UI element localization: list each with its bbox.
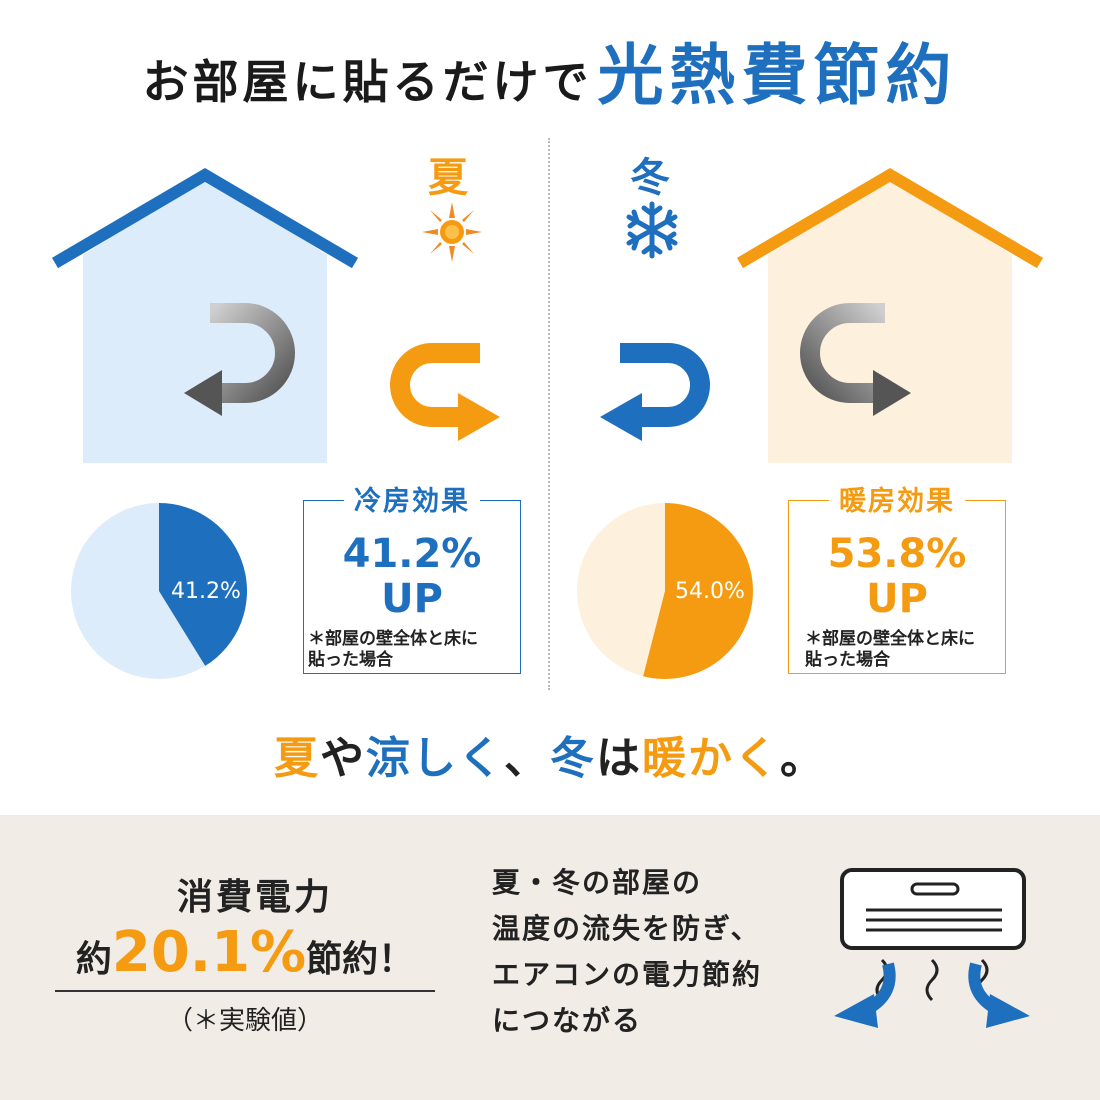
blue-u-arrow [600,343,710,441]
power-title: 消費電力 [176,877,333,918]
summer-house [51,168,359,463]
slogan: 夏や涼しく、冬は暖かく。 [0,722,1100,786]
slogan-summer: 夏 [274,733,320,784]
air-conditioner-icon [834,868,1030,1028]
headline: お部屋に貼るだけで 光熱費節約 [0,22,1100,118]
slogan-warm: 暖かく [642,733,780,784]
slogan-part2: や [320,733,366,784]
cooling-effect-title: 冷房効果 [344,486,480,517]
cooling-effect-box: 冷房効果 41.2% UP ＊部屋の壁全体と床に 貼った場合 [303,486,521,674]
orange-u-arrow [390,343,500,441]
description-line3: エアコンの電力節約 [492,958,763,991]
cooling-effect-value: 41.2% [342,531,482,577]
heating-effect-value: 53.8% [827,531,967,577]
snowflake-icon [626,201,678,259]
heating-effect-title: 暖房効果 [829,486,965,517]
winter-pie-slice [643,503,753,679]
power-suffix: 節約！ [306,939,415,980]
winter-house [736,168,1044,463]
slogan-part6: は [596,733,642,784]
cooling-note-line2: 貼った場合 [308,650,393,670]
winter-pie-label: 54.0% [675,579,745,604]
center-divider [548,138,550,690]
cooling-note: ＊部屋の壁全体と床に 貼った場合 [304,629,520,671]
description-line4: につながる [492,1004,643,1037]
slogan-period: 。 [780,733,826,784]
power-saving-line: 約20.1%節約！ [55,920,435,985]
slogan-winter: 冬 [550,733,596,784]
summer-pie-slice [159,503,248,666]
heating-note-line1: ＊部屋の壁全体と床に [805,629,975,649]
heating-effect-box: 暖房効果 53.8% UP ＊部屋の壁全体と床に 貼った場合 [788,486,1006,674]
description-line2: 温度の流失を防ぎ、 [492,912,761,945]
power-note: （＊実験値） [166,1006,323,1036]
power-underline [55,990,435,992]
summer-label: 夏 [428,155,468,201]
winter-label: 冬 [630,155,670,201]
power-value: 20.1% [111,920,307,985]
cooling-note-line1: ＊部屋の壁全体と床に [308,629,478,649]
description-line1: 夏・冬の部屋の [492,866,703,899]
heating-note: ＊部屋の壁全体と床に 貼った場合 [789,629,1005,671]
heating-note-line2: 貼った場合 [805,650,890,670]
heating-effect-unit: UP [866,576,928,622]
power-saving-panel [0,815,1100,1100]
headline-accent: 光熱費節約 [597,37,958,114]
headline-lead: お部屋に貼るだけで [142,55,593,109]
sun-icon [422,202,482,262]
summer-pie-chart: 41.2% [71,503,248,679]
power-prefix: 約 [75,939,112,980]
cooling-effect-unit: UP [381,576,443,622]
slogan-cool: 涼しく [366,733,504,784]
description: 夏・冬の部屋の 温度の流失を防ぎ、 エアコンの電力節約 につながる [492,860,762,1044]
winter-pie-chart: 54.0% [577,503,753,679]
slogan-comma: 、 [504,733,550,784]
summer-pie-label: 41.2% [171,579,241,604]
